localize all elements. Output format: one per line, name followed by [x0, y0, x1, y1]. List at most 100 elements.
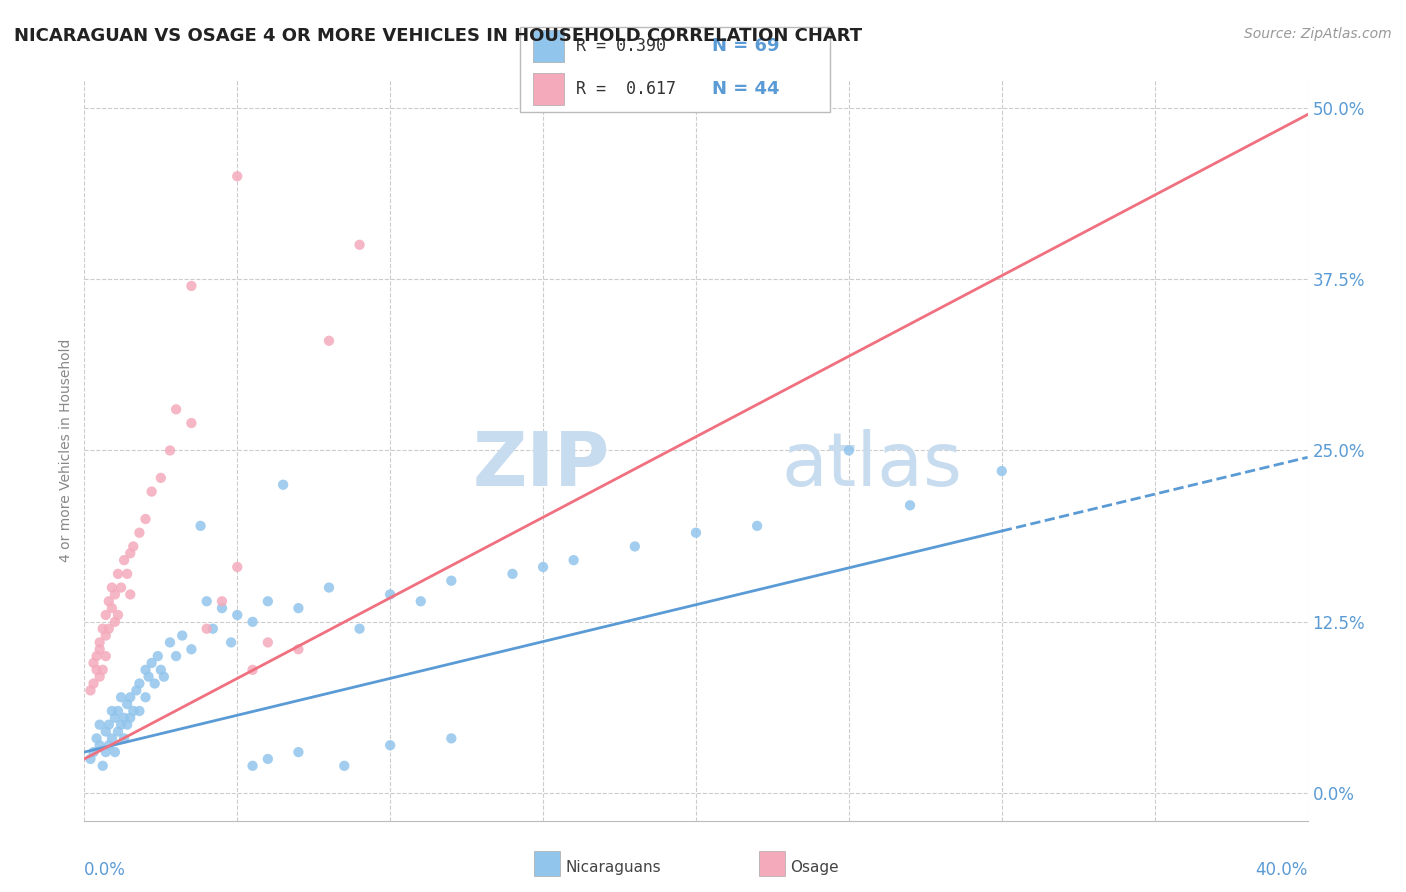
FancyBboxPatch shape — [520, 27, 830, 112]
Point — [440, 574, 463, 588]
Point — [107, 607, 129, 622]
Point — [380, 738, 402, 752]
Point — [112, 553, 135, 567]
Point — [128, 525, 150, 540]
Point — [86, 649, 108, 664]
Point — [333, 759, 356, 773]
Point — [94, 628, 117, 642]
Point — [107, 566, 129, 581]
Point — [122, 540, 145, 554]
Point — [94, 649, 117, 664]
Point — [195, 622, 218, 636]
Text: 0.0%: 0.0% — [84, 862, 127, 880]
Point — [120, 546, 142, 560]
Point — [562, 553, 585, 567]
Point — [172, 628, 194, 642]
Point — [104, 615, 127, 629]
Y-axis label: 4 or more Vehicles in Household: 4 or more Vehicles in Household — [59, 339, 73, 562]
Point — [110, 717, 132, 731]
Point — [146, 649, 169, 664]
Point — [104, 745, 127, 759]
Point — [120, 711, 142, 725]
Point — [838, 443, 860, 458]
Text: Osage: Osage — [790, 860, 839, 874]
Point — [86, 731, 108, 746]
Point — [349, 622, 371, 636]
Point — [104, 711, 127, 725]
Point — [97, 738, 120, 752]
Point — [120, 587, 142, 601]
Point — [115, 566, 138, 581]
Point — [257, 635, 280, 649]
Text: NICARAGUAN VS OSAGE 4 OR MORE VEHICLES IN HOUSEHOLD CORRELATION CHART: NICARAGUAN VS OSAGE 4 OR MORE VEHICLES I… — [14, 27, 862, 45]
Point — [159, 635, 181, 649]
Point — [125, 683, 148, 698]
Point — [409, 594, 432, 608]
Text: N = 44: N = 44 — [711, 79, 779, 97]
Point — [112, 711, 135, 725]
Point — [83, 676, 105, 690]
Point — [159, 443, 181, 458]
Point — [143, 676, 166, 690]
Point — [128, 704, 150, 718]
Point — [624, 540, 647, 554]
Point — [94, 607, 117, 622]
Point — [94, 745, 117, 759]
Text: R =  0.617: R = 0.617 — [576, 79, 676, 97]
Point — [898, 498, 921, 512]
Point — [104, 587, 127, 601]
Point — [242, 615, 264, 629]
Point — [94, 724, 117, 739]
Point — [115, 697, 138, 711]
Point — [219, 635, 242, 649]
Point — [107, 704, 129, 718]
Point — [91, 759, 114, 773]
Point — [128, 676, 150, 690]
Point — [86, 663, 108, 677]
Point — [120, 690, 142, 705]
Point — [318, 581, 340, 595]
Point — [685, 525, 707, 540]
Point — [242, 759, 264, 773]
Point — [107, 724, 129, 739]
Point — [211, 594, 233, 608]
Text: N = 69: N = 69 — [711, 37, 779, 55]
Point — [287, 642, 309, 657]
Point — [226, 607, 249, 622]
Point — [287, 601, 309, 615]
Text: Nicaraguans: Nicaraguans — [565, 860, 661, 874]
Point — [531, 560, 554, 574]
Point — [101, 581, 124, 595]
Point — [745, 519, 768, 533]
Point — [135, 512, 157, 526]
Point — [226, 169, 249, 184]
Point — [89, 717, 111, 731]
Point — [91, 663, 114, 677]
Point — [501, 566, 523, 581]
Point — [149, 663, 172, 677]
Bar — [533, 30, 564, 62]
Text: Source: ZipAtlas.com: Source: ZipAtlas.com — [1244, 27, 1392, 41]
Point — [141, 484, 163, 499]
Point — [440, 731, 463, 746]
Text: atlas: atlas — [782, 429, 963, 502]
Point — [89, 635, 111, 649]
Point — [271, 477, 294, 491]
Point — [180, 642, 202, 657]
Point — [89, 670, 111, 684]
Point — [138, 670, 160, 684]
Point — [180, 416, 202, 430]
Text: 40.0%: 40.0% — [1256, 862, 1308, 880]
Point — [135, 663, 157, 677]
Text: ZIP: ZIP — [472, 429, 610, 502]
Point — [226, 560, 249, 574]
Text: R = 0.390: R = 0.390 — [576, 37, 666, 55]
Point — [180, 279, 202, 293]
Point — [380, 587, 402, 601]
Point — [91, 622, 114, 636]
Point — [201, 622, 224, 636]
Point — [110, 690, 132, 705]
Point — [257, 594, 280, 608]
Point — [83, 745, 105, 759]
Bar — [533, 72, 564, 104]
